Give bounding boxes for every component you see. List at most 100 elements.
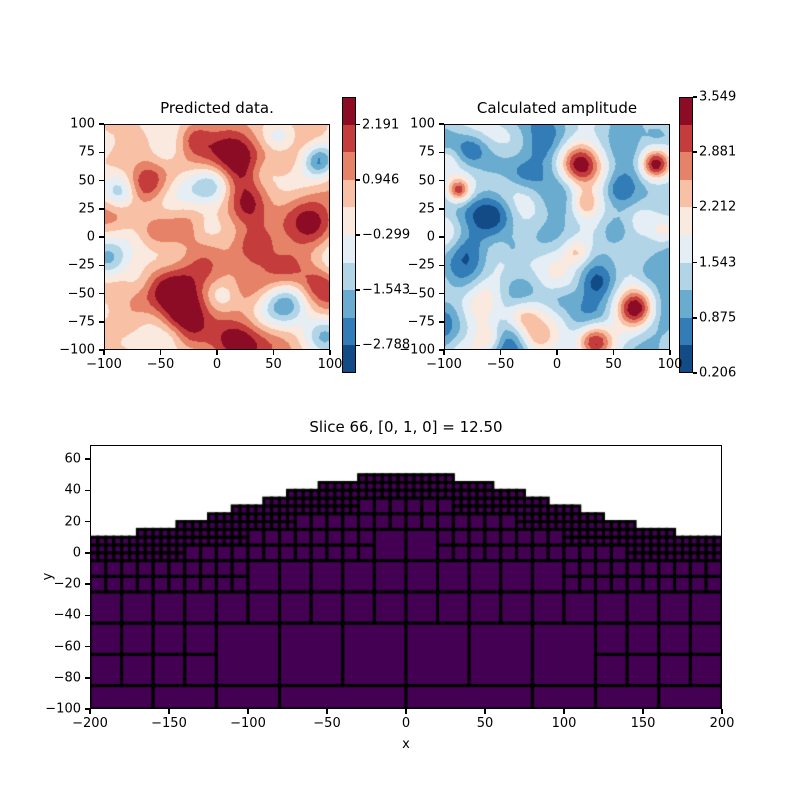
y-tick-mark	[99, 292, 104, 295]
x-tick-mark	[484, 709, 486, 714]
x-tick-mark	[642, 709, 644, 714]
colorbar-segment	[342, 317, 356, 346]
y-tick-label: 25	[78, 201, 95, 217]
y-tick-label: 75	[418, 144, 435, 160]
colorbar-tick-mark	[693, 261, 697, 264]
y-tick-mark	[99, 236, 104, 238]
x-tick-mark	[443, 350, 445, 355]
colorbar-segment	[679, 152, 693, 181]
x-tick-mark	[326, 709, 328, 714]
y-tick-mark	[85, 520, 90, 523]
y-tick-mark	[439, 292, 444, 295]
x-tick-mark	[216, 350, 218, 355]
x-tick-label: 50	[476, 716, 494, 731]
y-tick-label: −100	[45, 701, 81, 717]
y-tick-mark	[439, 151, 444, 153]
colorbar-tick-mark	[693, 151, 697, 153]
y-tick-mark	[439, 179, 444, 182]
y-tick-label: −50	[407, 286, 435, 301]
y-tick-label: 100	[70, 116, 95, 132]
colorbar-segment	[342, 124, 356, 153]
x-tick-mark	[669, 350, 671, 355]
colorbar-segment	[679, 317, 693, 346]
x-tick-label: 0	[212, 357, 222, 372]
y-tick-mark	[85, 677, 90, 679]
colorbar-segment	[342, 235, 356, 264]
y-tick-label: −100	[59, 342, 95, 358]
colorbar-segment	[679, 262, 693, 291]
x-tick-mark	[499, 350, 502, 355]
calculated-amplitude-colorbar	[679, 97, 693, 374]
calculated-amplitude-contour-canvas	[444, 124, 670, 350]
x-tick-label: −100	[230, 716, 266, 731]
colorbar-tick-mark	[356, 123, 360, 126]
calculated-amplitude-title: Calculated amplitude	[476, 99, 638, 117]
y-tick-mark	[439, 321, 444, 323]
colorbar-segment	[342, 179, 356, 208]
y-tick-label: −25	[407, 257, 435, 273]
colorbar-segment	[342, 207, 356, 236]
predicted-data-colorbar	[342, 97, 356, 374]
colorbar-tick-mark	[693, 317, 697, 319]
colorbar-tick-mark	[693, 372, 697, 374]
x-tick-label: 50	[265, 357, 282, 372]
y-tick-mark	[85, 552, 90, 554]
colorbar-tick-mark	[693, 96, 697, 98]
y-tick-label: −20	[53, 576, 81, 592]
y-tick-label: −25	[67, 257, 95, 273]
colorbar-tick-label: 1.543	[699, 255, 737, 271]
colorbar-segment	[679, 235, 693, 264]
y-tick-mark	[99, 151, 104, 153]
y-tick-mark	[99, 179, 104, 182]
colorbar-segment	[342, 290, 356, 319]
y-tick-label: 75	[78, 144, 95, 160]
y-tick-label: −60	[53, 639, 81, 654]
x-tick-label: −200	[72, 716, 108, 731]
x-tick-mark	[563, 709, 565, 714]
predicted-data-title: Predicted data.	[160, 99, 274, 117]
y-tick-mark	[85, 614, 90, 617]
y-tick-label: 60	[64, 451, 81, 467]
x-tick-label: −100	[86, 357, 122, 372]
colorbar-segment	[342, 152, 356, 181]
colorbar-tick-mark	[693, 206, 697, 209]
y-tick-label: 0	[86, 229, 95, 245]
y-tick-label: 0	[72, 545, 81, 561]
x-tick-label: 0	[552, 357, 562, 372]
x-tick-label: −50	[313, 716, 341, 731]
colorbar-tick-label: 2.191	[362, 117, 400, 133]
x-tick-label: −150	[151, 716, 187, 731]
x-tick-label: 50	[605, 357, 622, 372]
y-tick-mark	[85, 708, 90, 710]
y-tick-mark	[439, 264, 444, 266]
x-tick-label: −100	[426, 357, 462, 372]
slice-xaxis-label: x	[402, 737, 410, 752]
slice-plot-title: Slice 66, [0, 1, 0] = 12.50	[309, 418, 503, 436]
y-tick-label: −100	[399, 342, 435, 358]
colorbar-tick-mark	[356, 179, 360, 181]
colorbar-tick-label: −1.543	[362, 282, 411, 298]
x-tick-mark	[89, 709, 91, 714]
colorbar-tick-mark	[356, 344, 360, 347]
y-tick-label: −75	[67, 314, 95, 330]
colorbar-segment	[679, 179, 693, 208]
x-tick-mark	[247, 709, 249, 714]
y-tick-label: 20	[64, 514, 81, 530]
colorbar-tick-label: 0.206	[699, 365, 737, 381]
x-tick-mark	[159, 350, 162, 355]
y-tick-label: −75	[407, 314, 435, 330]
colorbar-segment	[342, 345, 356, 374]
colorbar-tick-label: 0.875	[699, 310, 737, 326]
colorbar-segment	[679, 124, 693, 153]
y-tick-mark	[99, 123, 104, 125]
x-tick-mark	[612, 350, 615, 355]
y-tick-mark	[439, 123, 444, 125]
y-tick-label: 0	[426, 229, 435, 245]
colorbar-tick-label: 3.549	[699, 89, 737, 105]
colorbar-tick-label: 2.212	[699, 199, 737, 215]
x-tick-label: −50	[486, 357, 515, 372]
y-tick-mark	[85, 583, 90, 585]
slice-mesh-canvas	[90, 445, 722, 709]
colorbar-segment	[679, 97, 693, 126]
